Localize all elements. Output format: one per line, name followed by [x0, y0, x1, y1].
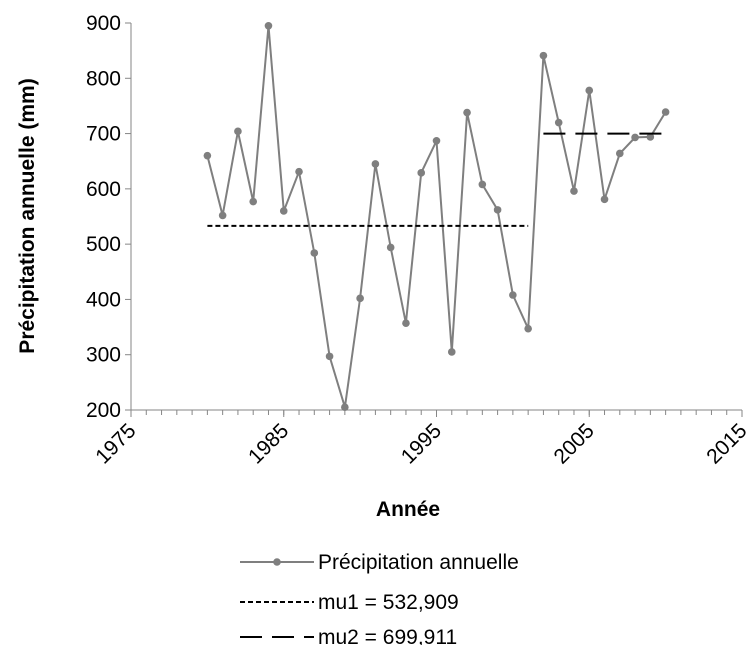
data-point	[539, 51, 548, 60]
y-tick-label: 900	[86, 12, 121, 35]
x-tick-label: 2015	[702, 419, 746, 468]
data-point	[432, 136, 441, 145]
data-point	[661, 108, 670, 116]
data-point	[325, 352, 334, 361]
y-tick-label: 700	[86, 123, 121, 146]
legend-label-3: mu2 = 699,911	[318, 626, 457, 645]
data-point	[295, 167, 303, 176]
y-axis-title: Précipitation annuelle (mm)	[16, 78, 39, 353]
y-tick-label: 500	[86, 233, 121, 256]
data-point	[616, 149, 624, 158]
axes: 200 300 400 500 600 700 800 900 1975 1985 1995 2005…	[86, 12, 746, 469]
data-point	[478, 180, 487, 189]
legend: Précipitation annuelle mu1 = 532,909 mu2 =…	[240, 551, 519, 645]
legend-label-2: mu1 = 532,909	[318, 591, 459, 614]
x-tick-label: 1985	[244, 419, 293, 468]
data-point	[218, 211, 227, 220]
data-point	[631, 133, 639, 142]
data-point	[554, 118, 563, 127]
legend-marker	[273, 558, 281, 566]
data-point	[371, 160, 380, 168]
data-point	[585, 86, 594, 95]
legend-label-1: Précipitation annuelle	[318, 551, 519, 574]
data-point	[279, 207, 288, 215]
data-point	[417, 169, 426, 177]
x-tick-label: 1975	[91, 419, 140, 468]
y-tick-label: 300	[86, 344, 121, 367]
data-point	[234, 127, 242, 136]
data-point	[341, 403, 349, 412]
data-point	[524, 324, 532, 333]
data-point	[493, 206, 502, 214]
y-tick-label: 800	[86, 67, 121, 90]
data-point	[264, 21, 273, 30]
data-point	[447, 348, 456, 356]
data-point	[402, 319, 410, 328]
data-point	[249, 197, 257, 206]
data-point	[570, 187, 578, 195]
x-tick-label: 2005	[549, 419, 598, 468]
x-axis-title: Année	[376, 498, 440, 521]
data-point	[463, 108, 471, 117]
data-point	[203, 151, 212, 160]
data-point	[646, 133, 655, 141]
data-point	[600, 195, 609, 204]
y-tick-label: 600	[86, 178, 121, 201]
series-line-1	[206, 25, 667, 408]
x-tick-label: 1995	[397, 419, 446, 468]
data-point	[356, 294, 364, 303]
series-layer	[203, 21, 670, 412]
y-tick-label: 400	[86, 288, 121, 311]
data-point	[509, 291, 517, 299]
data-point	[386, 243, 395, 252]
data-point	[310, 249, 319, 257]
y-tick-label: 200	[86, 399, 121, 422]
